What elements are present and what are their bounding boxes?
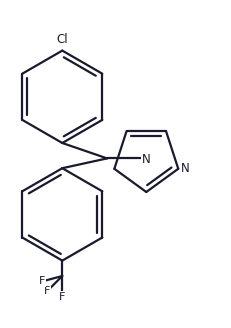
Text: F: F xyxy=(44,286,51,296)
Text: F: F xyxy=(39,277,45,286)
Text: F: F xyxy=(59,292,65,302)
Text: N: N xyxy=(180,162,189,175)
Text: N: N xyxy=(142,153,151,166)
Text: Cl: Cl xyxy=(57,33,68,46)
